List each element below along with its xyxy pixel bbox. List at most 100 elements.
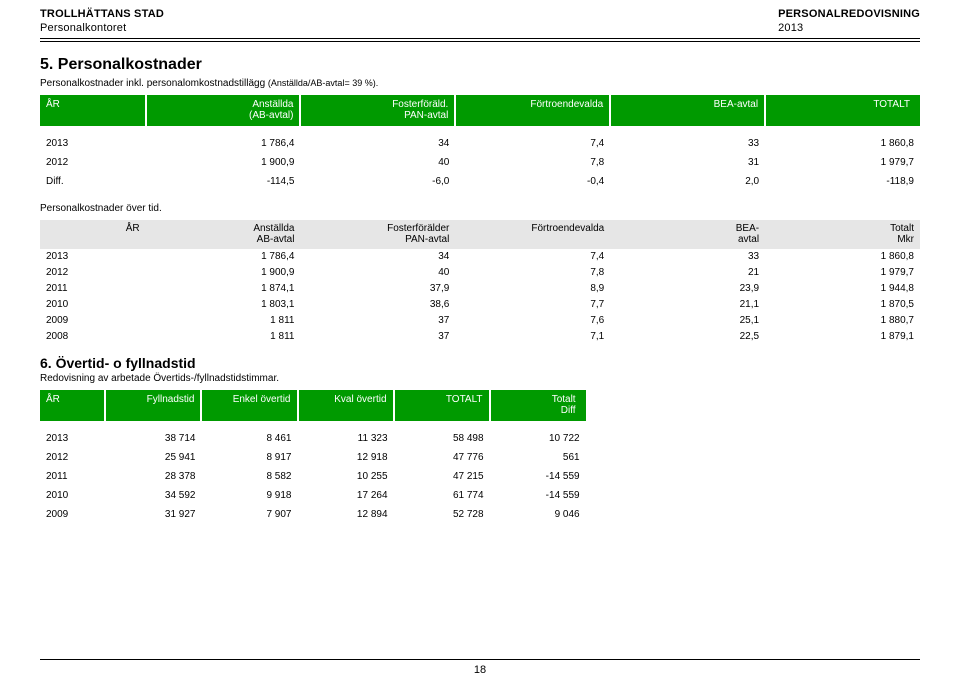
cell: 7,1	[455, 329, 610, 345]
header-right: PERSONALREDOVISNING 2013	[778, 8, 920, 36]
table-over-tid: ÅR AnställdaAB-avtal FosterförälderPAN-a…	[40, 220, 920, 345]
cell: 7,8	[455, 265, 610, 281]
table-row: 2013 38 714 8 461 11 323 58 498 10 722	[40, 429, 586, 448]
cell: 9 918	[201, 486, 297, 505]
cell: 1 811	[146, 329, 301, 345]
cell: 1 979,7	[765, 153, 920, 172]
cell: 2011	[40, 281, 146, 297]
cell: 33	[610, 134, 765, 153]
cell: -114,5	[146, 172, 301, 191]
page-header: TROLLHÄTTANS STAD Personalkontoret PERSO…	[40, 8, 920, 36]
cell: -14 559	[490, 486, 586, 505]
cell: 47 215	[394, 467, 490, 486]
table-personalkostnader: ÅR Anställda(AB-avtal) Fosterföräld.PAN-…	[40, 95, 920, 191]
cell: -14 559	[490, 467, 586, 486]
cell: 34	[300, 249, 455, 265]
cell: 11 323	[298, 429, 394, 448]
cell: 40	[300, 265, 455, 281]
section5-subtitle: Personalkostnader inkl. personalomkostna…	[40, 78, 920, 89]
cell: 9 046	[490, 505, 586, 524]
cell: 1 860,8	[765, 134, 920, 153]
cell: 1 880,7	[765, 313, 920, 329]
cell: 23,9	[610, 281, 765, 297]
cell: 2,0	[610, 172, 765, 191]
cell: 8 582	[201, 467, 297, 486]
page: TROLLHÄTTANS STAD Personalkontoret PERSO…	[0, 0, 960, 682]
cell: 7,4	[455, 249, 610, 265]
sub5-b: (Anställda/AB-avtal= 39 %).	[268, 78, 378, 88]
th-diff: TotaltDiff	[490, 390, 586, 421]
th-fyllnad: Fyllnadstid	[105, 390, 201, 421]
cell: 7,4	[455, 134, 610, 153]
cell: 25,1	[610, 313, 765, 329]
th-year: ÅR	[40, 95, 146, 126]
table-row: 2011 1 874,1 37,9 8,9 23,9 1 944,8	[40, 281, 920, 297]
cell: 1 874,1	[146, 281, 301, 297]
cell: 561	[490, 448, 586, 467]
cell: 1 870,5	[765, 297, 920, 313]
org-name: TROLLHÄTTANS STAD	[40, 8, 164, 22]
cell: 7,6	[455, 313, 610, 329]
cell: 22,5	[610, 329, 765, 345]
over-tid-label: Personalkostnader över tid.	[40, 203, 920, 214]
cell: 52 728	[394, 505, 490, 524]
cell: 47 776	[394, 448, 490, 467]
cell: 28 378	[105, 467, 201, 486]
table-row: 2009 31 927 7 907 12 894 52 728 9 046	[40, 505, 586, 524]
cell: 58 498	[394, 429, 490, 448]
table-row: 2010 1 803,1 38,6 7,7 21,1 1 870,5	[40, 297, 920, 313]
th-bea: BEA-avtal	[610, 220, 765, 249]
cell: 34	[300, 134, 455, 153]
table-row: 2012 1 900,9 40 7,8 21 1 979,7	[40, 265, 920, 281]
cell: 8 917	[201, 448, 297, 467]
cell: 2013	[40, 249, 146, 265]
cell: 31 927	[105, 505, 201, 524]
th-kval: Kval övertid	[298, 390, 394, 421]
section6-title: 6. Övertid- o fyllnadstid	[40, 355, 920, 371]
cell: 1 786,4	[146, 134, 301, 153]
header-divider	[40, 38, 920, 42]
table-row: 2012 1 900,9 40 7,8 31 1 979,7	[40, 153, 920, 172]
cell: -118,9	[765, 172, 920, 191]
table-row: 2011 28 378 8 582 10 255 47 215 -14 559	[40, 467, 586, 486]
th-foster: Fosterföräld.PAN-avtal	[300, 95, 455, 126]
table-row	[40, 126, 920, 134]
table-row: 2013 1 786,4 34 7,4 33 1 860,8	[40, 249, 920, 265]
th-enkel: Enkel övertid	[201, 390, 297, 421]
table-row: ÅR Anställda(AB-avtal) Fosterföräld.PAN-…	[40, 95, 920, 126]
cell: 1 900,9	[146, 153, 301, 172]
cell: 2013	[40, 134, 146, 153]
table-row: 2012 25 941 8 917 12 918 47 776 561	[40, 448, 586, 467]
table-row: 2009 1 811 37 7,6 25,1 1 880,7	[40, 313, 920, 329]
th-year: ÅR	[40, 390, 105, 421]
cell: 2010	[40, 486, 105, 505]
cell: 1 979,7	[765, 265, 920, 281]
cell: 37	[300, 329, 455, 345]
cell: 21,1	[610, 297, 765, 313]
cell: 33	[610, 249, 765, 265]
table-row	[40, 421, 586, 429]
report-title: PERSONALREDOVISNING	[778, 8, 920, 22]
cell: 7,7	[455, 297, 610, 313]
th-totalt: TotaltMkr	[765, 220, 920, 249]
cell: 10 255	[298, 467, 394, 486]
cell: 2011	[40, 467, 105, 486]
section5-title: 5. Personalkostnader	[40, 56, 920, 74]
cell: 31	[610, 153, 765, 172]
th-totalt: TOTALT	[394, 390, 490, 421]
cell: 1 811	[146, 313, 301, 329]
cell: 38,6	[300, 297, 455, 313]
th-fortroende: Förtroendevalda	[455, 220, 610, 249]
cell: 7,8	[455, 153, 610, 172]
cell: 37	[300, 313, 455, 329]
cell: 40	[300, 153, 455, 172]
cell: 1 803,1	[146, 297, 301, 313]
cell: 38 714	[105, 429, 201, 448]
org-unit: Personalkontoret	[40, 22, 164, 36]
cell: 2013	[40, 429, 105, 448]
sub5-a: Personalkostnader inkl. personalomkostna…	[40, 78, 268, 89]
cell: 2009	[40, 313, 146, 329]
table-row: 2013 1 786,4 34 7,4 33 1 860,8	[40, 134, 920, 153]
cell: 61 774	[394, 486, 490, 505]
th-foster: FosterförälderPAN-avtal	[300, 220, 455, 249]
